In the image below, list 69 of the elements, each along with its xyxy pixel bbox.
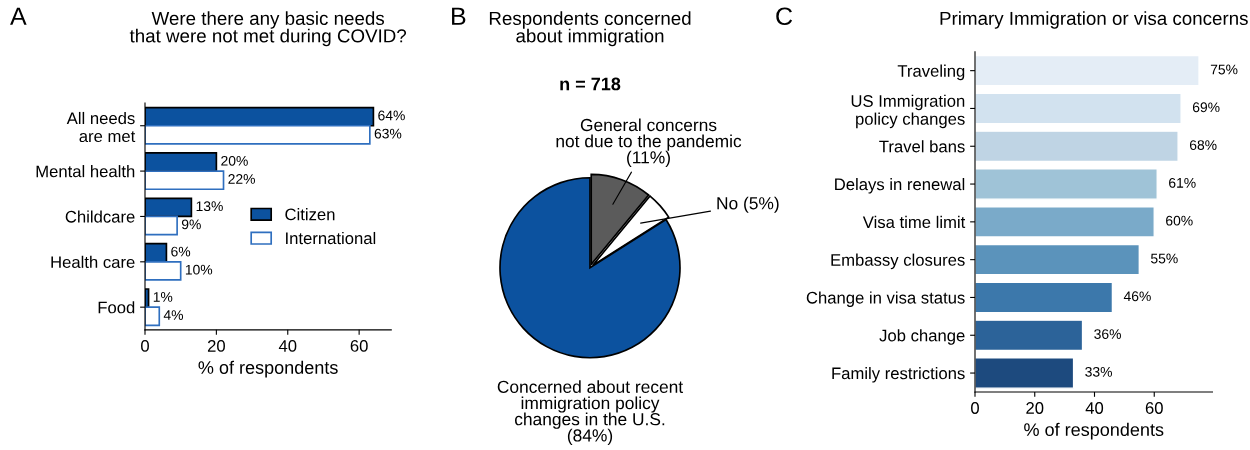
y-tick-label: Embassy closures	[831, 253, 965, 270]
data-label: 1%	[153, 292, 173, 302]
data-label: 6%	[171, 246, 191, 257]
data-label: 13%	[196, 201, 223, 212]
chart-title: Were there any basic needs that were not met during COVID?	[129, 11, 407, 47]
text: C	[776, 7, 793, 26]
y-tick-label: All needs are met	[66, 111, 136, 143]
data-label: 75%	[1210, 64, 1238, 75]
bar	[145, 215, 178, 236]
x-tick-label: 40	[1085, 402, 1104, 414]
bar	[975, 357, 1075, 389]
y-tick-label: Traveling	[897, 64, 965, 81]
x-axis-title: % of respondents	[1024, 422, 1164, 440]
text: B	[452, 7, 466, 25]
data-label: 64%	[378, 110, 405, 121]
legend-label: Citizen	[285, 208, 335, 221]
data-label: 55%	[1150, 253, 1178, 264]
bar	[975, 168, 1158, 200]
text: A	[10, 7, 27, 25]
x-tick-label: 60	[350, 340, 368, 352]
bar	[975, 130, 1179, 163]
y-tick-label: Change in visa status	[806, 291, 965, 307]
bar	[145, 170, 225, 191]
data-label: 33%	[1085, 366, 1112, 377]
data-label: 60%	[1166, 215, 1193, 226]
bar	[145, 124, 371, 145]
data-label: 4%	[163, 310, 184, 320]
y-tick-label: Travel bans	[879, 140, 965, 153]
y-tick-label: US Immigration policy changes	[851, 94, 965, 129]
y-tick-label: Food	[98, 301, 135, 314]
bar	[145, 260, 182, 281]
bar	[975, 206, 1155, 238]
legend-label: International	[286, 231, 376, 245]
y-tick-label: Visa time limit	[862, 215, 966, 229]
chart-title: Primary Immigration or visa concerns	[940, 11, 1248, 29]
chart-title: Respondents concerned about immigration	[489, 11, 691, 47]
data-label: 22%	[228, 174, 255, 184]
x-tick-label: 40	[278, 340, 297, 352]
data-label: 46%	[1123, 291, 1151, 302]
data-label: 9%	[181, 219, 201, 230]
slice-label: General concerns not due to the pandemic (11%)	[556, 118, 742, 167]
x-axis-title: % of respondents	[198, 360, 338, 378]
text: n = 718	[560, 77, 621, 91]
bar	[975, 243, 1141, 276]
bar	[975, 54, 1200, 87]
data-label: 20%	[221, 155, 248, 166]
data-label: 10%	[185, 264, 213, 275]
y-tick-label: Family restrictions	[832, 367, 965, 383]
y-tick-label: Health care	[51, 255, 135, 269]
bar	[975, 92, 1182, 125]
bar	[975, 281, 1114, 314]
y-tick-label: Childcare	[65, 210, 135, 223]
y-tick-label: Delays in renewal	[835, 178, 965, 194]
bar	[975, 319, 1084, 352]
slice-label: Concerned about recent immigration policy changes in the U.S. (84%)	[497, 380, 684, 445]
data-label: 36%	[1094, 329, 1121, 339]
x-tick-label: 0	[971, 402, 979, 414]
data-label: 69%	[1192, 102, 1220, 113]
x-tick-label: 20	[207, 340, 225, 352]
x-tick-label: 0	[141, 340, 149, 352]
y-tick-label: Job change	[879, 329, 965, 345]
bar	[145, 306, 161, 327]
data-label: 63%	[374, 128, 402, 139]
x-tick-label: 20	[1026, 402, 1044, 414]
data-label: 68%	[1189, 140, 1217, 150]
x-tick-label: 60	[1145, 402, 1163, 414]
y-tick-label: Mental health	[36, 165, 135, 178]
slice-label: No (5%)	[717, 196, 779, 213]
data-label: 61%	[1169, 177, 1196, 188]
